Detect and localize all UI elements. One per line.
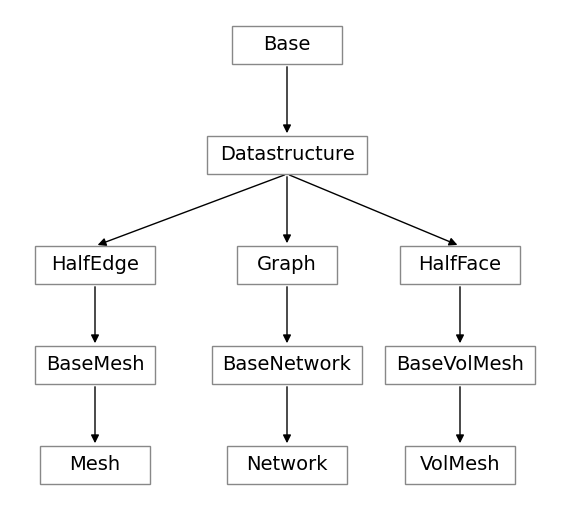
FancyBboxPatch shape <box>207 136 367 174</box>
FancyBboxPatch shape <box>35 346 155 384</box>
FancyBboxPatch shape <box>35 246 155 284</box>
FancyBboxPatch shape <box>400 246 520 284</box>
Text: BaseVolMesh: BaseVolMesh <box>396 355 524 374</box>
FancyBboxPatch shape <box>227 446 347 484</box>
Text: Network: Network <box>246 455 328 474</box>
Text: HalfFace: HalfFace <box>418 255 502 274</box>
FancyBboxPatch shape <box>232 26 342 64</box>
Text: Base: Base <box>263 36 311 55</box>
FancyBboxPatch shape <box>385 346 535 384</box>
Text: HalfEdge: HalfEdge <box>51 255 139 274</box>
FancyBboxPatch shape <box>40 446 150 484</box>
Text: Graph: Graph <box>257 255 317 274</box>
FancyBboxPatch shape <box>212 346 362 384</box>
Text: BaseMesh: BaseMesh <box>46 355 144 374</box>
Text: BaseNetwork: BaseNetwork <box>223 355 351 374</box>
Text: Mesh: Mesh <box>69 455 121 474</box>
Text: VolMesh: VolMesh <box>420 455 501 474</box>
FancyBboxPatch shape <box>237 246 337 284</box>
Text: Datastructure: Datastructure <box>220 146 354 164</box>
FancyBboxPatch shape <box>405 446 515 484</box>
